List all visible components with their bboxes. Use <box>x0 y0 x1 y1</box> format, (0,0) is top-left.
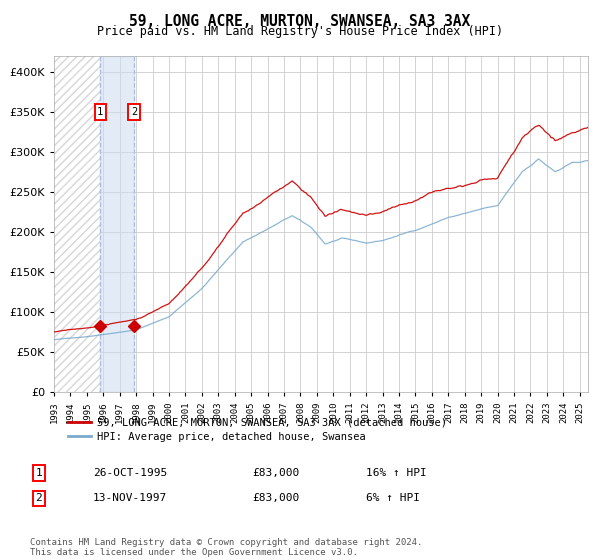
Text: 59, LONG ACRE, MURTON, SWANSEA, SA3 3AX: 59, LONG ACRE, MURTON, SWANSEA, SA3 3AX <box>130 14 470 29</box>
Bar <box>54 56 100 392</box>
Bar <box>100 56 134 392</box>
Text: 26-OCT-1995: 26-OCT-1995 <box>93 468 167 478</box>
Bar <box>54 56 100 392</box>
Text: Price paid vs. HM Land Registry's House Price Index (HPI): Price paid vs. HM Land Registry's House … <box>97 25 503 38</box>
Text: £83,000: £83,000 <box>252 468 299 478</box>
Text: 1: 1 <box>97 107 103 117</box>
Text: 13-NOV-1997: 13-NOV-1997 <box>93 493 167 503</box>
Text: 1: 1 <box>35 468 43 478</box>
Text: Contains HM Land Registry data © Crown copyright and database right 2024.
This d: Contains HM Land Registry data © Crown c… <box>30 538 422 557</box>
Text: 2: 2 <box>131 107 137 117</box>
Text: £83,000: £83,000 <box>252 493 299 503</box>
Text: 6% ↑ HPI: 6% ↑ HPI <box>366 493 420 503</box>
Text: 2: 2 <box>35 493 43 503</box>
Legend: 59, LONG ACRE, MURTON, SWANSEA, SA3 3AX (detached house), HPI: Average price, de: 59, LONG ACRE, MURTON, SWANSEA, SA3 3AX … <box>64 413 451 446</box>
Text: 16% ↑ HPI: 16% ↑ HPI <box>366 468 427 478</box>
